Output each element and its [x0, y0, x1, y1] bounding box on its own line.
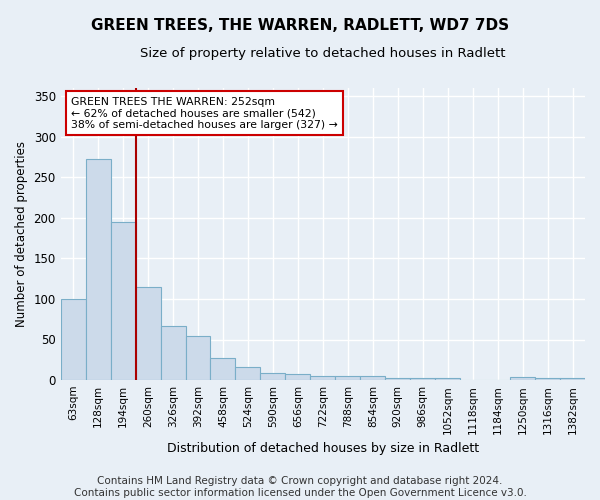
- Bar: [136, 287, 161, 380]
- Y-axis label: Number of detached properties: Number of detached properties: [15, 141, 28, 327]
- Bar: [286, 374, 310, 380]
- Title: Size of property relative to detached houses in Radlett: Size of property relative to detached ho…: [140, 48, 506, 60]
- Text: GREEN TREES THE WARREN: 252sqm
← 62% of detached houses are smaller (542)
38% of: GREEN TREES THE WARREN: 252sqm ← 62% of …: [71, 97, 338, 130]
- Bar: [211, 358, 235, 380]
- Bar: [185, 336, 211, 380]
- Bar: [410, 378, 435, 380]
- Text: Contains HM Land Registry data © Crown copyright and database right 2024.
Contai: Contains HM Land Registry data © Crown c…: [74, 476, 526, 498]
- Bar: [335, 376, 360, 380]
- X-axis label: Distribution of detached houses by size in Radlett: Distribution of detached houses by size …: [167, 442, 479, 455]
- Bar: [510, 377, 535, 380]
- Bar: [161, 326, 185, 380]
- Bar: [535, 378, 560, 380]
- Bar: [235, 367, 260, 380]
- Bar: [560, 378, 585, 380]
- Bar: [385, 378, 410, 380]
- Bar: [435, 378, 460, 380]
- Bar: [360, 376, 385, 380]
- Bar: [61, 299, 86, 380]
- Bar: [310, 376, 335, 380]
- Bar: [86, 160, 110, 380]
- Text: GREEN TREES, THE WARREN, RADLETT, WD7 7DS: GREEN TREES, THE WARREN, RADLETT, WD7 7D…: [91, 18, 509, 32]
- Bar: [110, 222, 136, 380]
- Bar: [260, 373, 286, 380]
